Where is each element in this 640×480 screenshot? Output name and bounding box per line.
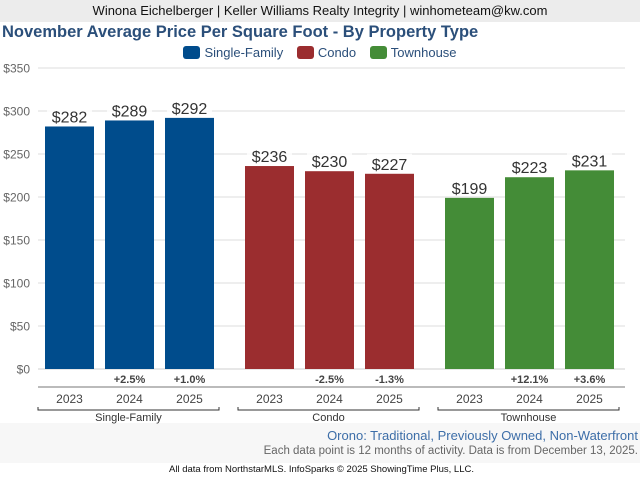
legend-item-condo[interactable]: Condo	[296, 45, 357, 60]
group-bracket	[437, 407, 620, 411]
x-tick-label: 2023	[56, 392, 83, 406]
group-bracket	[37, 407, 220, 411]
change-label: -2.5%	[315, 374, 344, 386]
y-tick-label: $150	[3, 234, 30, 248]
bar-single-family-2023	[45, 126, 94, 369]
legend-swatch-townhouse	[369, 46, 387, 59]
value-label-background	[307, 151, 352, 170]
group-label: Townhouse	[501, 412, 557, 424]
chart-subtitle: Orono: Traditional, Previously Owned, No…	[327, 428, 638, 443]
y-tick-label: $350	[3, 62, 30, 76]
x-tick-label: 2025	[576, 392, 603, 406]
x-tick-label: 2025	[176, 392, 203, 406]
legend-label: Single-Family	[204, 45, 284, 60]
value-label-background	[167, 97, 212, 116]
value-label: $236	[252, 149, 288, 166]
value-label: $227	[372, 157, 408, 174]
legend-item-townhouse[interactable]: Townhouse	[369, 45, 457, 60]
x-tick-label: 2023	[256, 392, 283, 406]
x-tick-label: 2025	[376, 392, 403, 406]
value-label-background	[447, 177, 492, 196]
value-label-background	[567, 150, 612, 169]
legend-label: Townhouse	[390, 45, 457, 60]
y-tick-label: $300	[3, 105, 30, 119]
value-label: $223	[512, 160, 548, 177]
legend-label: Condo	[317, 45, 357, 60]
x-tick-label: 2024	[116, 392, 143, 406]
bar-single-family-2025	[165, 117, 214, 369]
x-tick-label: 2024	[516, 392, 543, 406]
bar-townhouse-2024	[505, 177, 554, 369]
bar-condo-2023	[245, 166, 294, 369]
group-label: Single-Family	[95, 412, 162, 424]
agent-banner: Winona Eichelberger | Keller Williams Re…	[0, 0, 640, 22]
legend-swatch-single-family	[183, 46, 201, 59]
bar-condo-2024	[305, 171, 354, 369]
legend-item-single-family[interactable]: Single-Family	[183, 45, 283, 60]
value-label-background	[507, 157, 552, 176]
value-label: $292	[172, 101, 208, 118]
footer-background	[0, 423, 640, 463]
value-label: $282	[52, 109, 88, 126]
legend-swatch-condo	[296, 46, 314, 59]
bar-single-family-2024	[105, 120, 154, 370]
value-label: $199	[452, 181, 488, 198]
bar-chart: $0 $50 $100 $150 $200 $250 $300 $350 $282 2023 $28…	[3, 62, 625, 424]
value-label-background	[47, 106, 92, 125]
group-label: Condo	[312, 412, 344, 424]
group-bracket	[237, 407, 420, 411]
chart-legend: Single-Family Condo Townhouse	[0, 45, 640, 60]
value-label-background	[107, 100, 152, 119]
chart-title: November Average Price Per Square Foot -…	[2, 23, 479, 41]
x-tick-label: 2024	[316, 392, 343, 406]
value-label: $289	[112, 103, 148, 120]
y-tick-label: $100	[3, 277, 30, 291]
y-tick-label: $0	[17, 363, 31, 377]
y-tick-label: $250	[3, 148, 30, 162]
change-label: +2.5%	[114, 374, 146, 386]
data-note: Each data point is 12 months of activity…	[263, 445, 638, 457]
bar-condo-2025	[365, 173, 414, 369]
change-label: +12.1%	[511, 374, 549, 386]
bar-townhouse-2023	[445, 197, 494, 369]
change-label: -1.3%	[375, 374, 404, 386]
x-tick-label: 2023	[456, 392, 483, 406]
change-label: +1.0%	[174, 374, 206, 386]
value-label-background	[247, 146, 292, 165]
y-tick-label: $50	[10, 320, 30, 334]
value-label-background	[367, 153, 412, 172]
source-footer: All data from NorthstarMLS. InfoSparks ©…	[169, 464, 474, 475]
y-tick-label: $200	[3, 191, 30, 205]
value-label: $230	[312, 154, 348, 171]
value-label: $231	[572, 153, 608, 170]
bar-townhouse-2025	[565, 170, 614, 369]
change-label: +3.6%	[574, 374, 606, 386]
